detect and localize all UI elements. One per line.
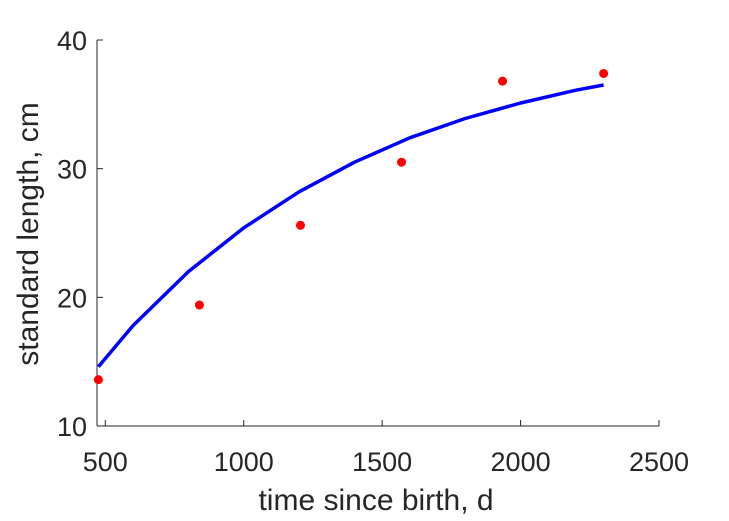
y-tick-label: 20 xyxy=(57,283,87,313)
x-tick-label: 2500 xyxy=(629,447,689,477)
y-axis-label: standard length, cm xyxy=(12,102,45,365)
data-point xyxy=(498,76,508,86)
data-point xyxy=(295,220,305,230)
x-tick-label: 1000 xyxy=(214,447,274,477)
data-point xyxy=(599,68,609,78)
data-point xyxy=(194,300,204,310)
y-tick-label: 10 xyxy=(57,412,87,442)
data-point xyxy=(93,375,103,385)
plot-area: 500 1000 1500 2000 2500 10 20 30 40 xyxy=(57,26,689,477)
y-tick-label: 30 xyxy=(57,155,87,185)
x-tick-label: 1500 xyxy=(352,447,412,477)
x-axis-label: time since birth, d xyxy=(258,484,493,517)
fit-curve xyxy=(97,83,604,368)
y-tick-label: 40 xyxy=(57,26,87,56)
x-tick-label: 2000 xyxy=(491,447,551,477)
data-point xyxy=(397,157,407,167)
x-tick-label: 500 xyxy=(83,447,128,477)
